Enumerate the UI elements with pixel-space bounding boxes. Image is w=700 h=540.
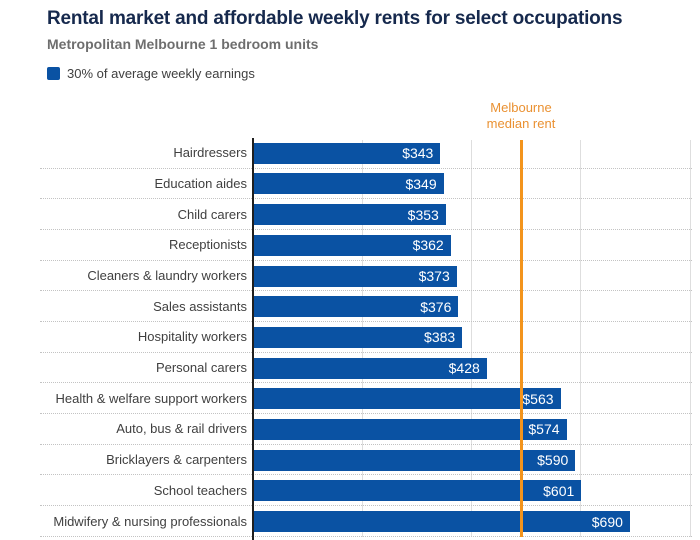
- category-label: Education aides: [154, 175, 247, 191]
- category-label: Personal carers: [155, 360, 247, 376]
- bar-value-label: $428: [448, 360, 480, 377]
- chart-row: Receptionists $362: [40, 230, 692, 261]
- legend-label: 30% of average weekly earnings: [67, 66, 255, 81]
- chart-row: Child carers $353: [40, 199, 692, 230]
- category-label: Sales assistants: [153, 298, 247, 314]
- chart-row: Hairdressers $343: [40, 138, 692, 169]
- chart-row: Midwifery & nursing professionals $690: [40, 506, 692, 537]
- category-label: Bricklayers & carpenters: [106, 452, 247, 468]
- median-rent-annotation: Melbourne median rent: [487, 100, 556, 132]
- bar-value-label: $343: [402, 145, 434, 162]
- bar: $353: [253, 204, 446, 226]
- median-rent-annotation-line1: Melbourne: [490, 100, 552, 115]
- category-label: Auto, bus & rail drivers: [116, 421, 247, 437]
- category-label: Child carers: [177, 206, 247, 222]
- bar: $376: [253, 296, 459, 318]
- median-rent-annotation-line2: median rent: [486, 116, 556, 131]
- bar: $590: [253, 449, 576, 471]
- median-rent-line: [519, 140, 523, 537]
- chart-row: Cleaners & laundry workers $373: [40, 261, 692, 292]
- bar-value-label: $349: [405, 175, 437, 192]
- bar-value-label: $373: [418, 268, 450, 284]
- chart-row: Education aides $349: [40, 169, 692, 200]
- bar: $601: [253, 480, 582, 502]
- bar: $690: [253, 511, 630, 533]
- category-label: Midwifery & nursing professionals: [53, 513, 247, 529]
- y-axis-line: [251, 138, 254, 540]
- chart-row: Health & welfare support workers $563: [40, 383, 692, 415]
- bar: $362: [253, 234, 451, 256]
- chart-row: Bricklayers & carpenters $590: [40, 445, 692, 476]
- gridline: [471, 140, 472, 537]
- bar: $574: [253, 418, 567, 440]
- page-subtitle: Metropolitan Melbourne 1 bedroom units: [47, 36, 319, 52]
- bar-value-label: $383: [424, 329, 456, 346]
- bar-value-label: $601: [543, 482, 575, 499]
- category-label: School teachers: [153, 482, 247, 498]
- category-label: Cleaners & laundry workers: [87, 268, 247, 283]
- bar-value-label: $353: [407, 206, 439, 223]
- category-label: Receptionists: [168, 237, 247, 253]
- chart-row: School teachers $601: [40, 475, 692, 507]
- bar: $373: [253, 265, 457, 287]
- category-label: Hairdressers: [173, 145, 247, 161]
- bar: $383: [253, 326, 463, 348]
- chart-row: Auto, bus & rail drivers $574: [40, 414, 692, 445]
- category-label: Hospitality workers: [137, 329, 247, 345]
- bar-value-label: $376: [420, 298, 452, 315]
- legend: 30% of average weekly earnings: [47, 66, 255, 81]
- gridline: [580, 140, 582, 537]
- bar-value-label: $362: [412, 237, 444, 254]
- bar: $563: [253, 388, 561, 410]
- bar-value-label: $590: [537, 452, 569, 469]
- legend-swatch-icon: [47, 67, 60, 80]
- bar-value-label: $690: [591, 513, 623, 530]
- bar: $349: [253, 173, 444, 195]
- category-label: Health & welfare support workers: [55, 390, 247, 406]
- chart-row: Personal carers $428: [40, 353, 692, 384]
- gridline: [689, 140, 691, 537]
- bar: $428: [253, 357, 487, 379]
- chart-row: Sales assistants $376: [40, 291, 692, 323]
- page-title: Rental market and affordable weekly rent…: [47, 8, 623, 29]
- bar: $343: [253, 142, 441, 164]
- chart-row: Hospitality workers $383: [40, 322, 692, 353]
- bar-value-label: $563: [522, 390, 554, 407]
- bar-value-label: $574: [528, 421, 560, 438]
